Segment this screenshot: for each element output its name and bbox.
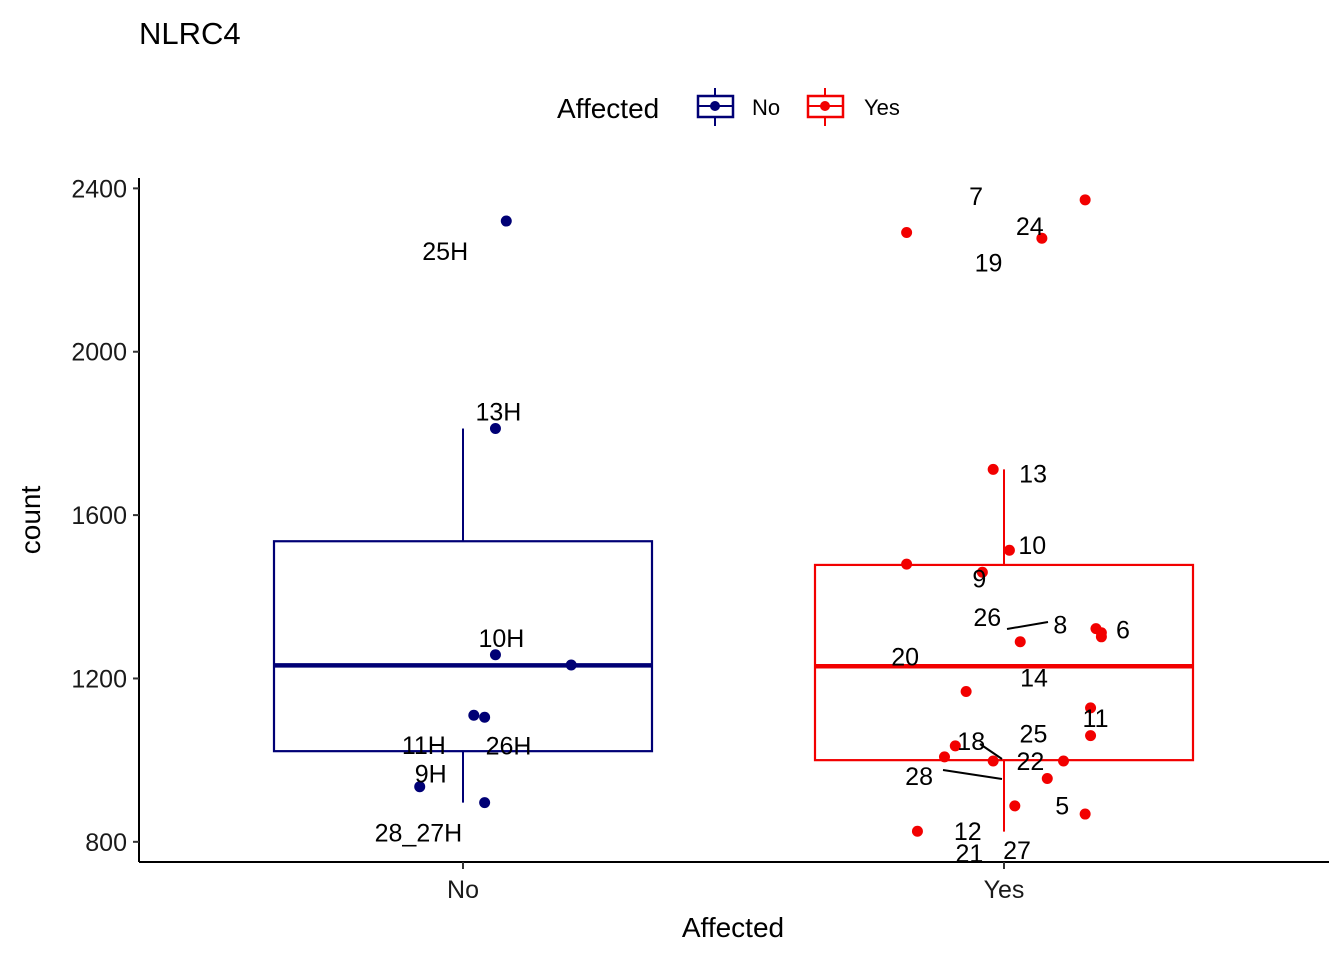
point-label: 12 (954, 818, 982, 846)
legend-title: Affected (557, 93, 659, 124)
legend-label: Yes (864, 95, 900, 120)
y-tick-label: 1600 (71, 502, 127, 530)
data-point (1009, 800, 1021, 812)
point-label: 10H (478, 625, 524, 653)
data-point (479, 797, 491, 809)
point-label: 28_27H (375, 820, 463, 848)
point-label: 26H (486, 732, 532, 760)
point-label: 13H (475, 399, 521, 427)
point-label: 11H (402, 732, 446, 760)
point-label: 25 (1020, 721, 1048, 749)
legend-key-yes (806, 88, 845, 126)
data-point (987, 755, 999, 767)
x-tick-label: No (447, 876, 479, 904)
point-label: 5 (1055, 793, 1069, 821)
point-label: 7 (969, 183, 983, 211)
point-label: 18 (957, 728, 985, 756)
point-label: 9H (415, 761, 447, 789)
data-point (901, 558, 913, 570)
point-label: 22 (1017, 748, 1045, 776)
y-tick-label: 800 (85, 829, 127, 857)
legend-key-no (696, 88, 735, 126)
data-point (1014, 636, 1026, 648)
point-label: 24 (1016, 213, 1044, 241)
leader-line (1006, 621, 1049, 630)
point-label: 26 (973, 604, 1001, 632)
data-point (949, 740, 961, 752)
data-point (1058, 755, 1070, 767)
point-label: 19 (975, 249, 1003, 277)
leader-line (942, 769, 1003, 780)
data-point (1079, 194, 1091, 206)
point-label: 28 (905, 763, 933, 791)
legend: Affected No Yes (557, 88, 900, 126)
y-tick-label: 2000 (71, 339, 127, 367)
point-label: 6 (1116, 617, 1130, 645)
data-point (911, 825, 923, 837)
axes: 800 1200 1600 2000 2400 No Yes (71, 175, 1329, 904)
data-point (489, 649, 501, 661)
point-label: 27 (1003, 837, 1031, 865)
data-point (500, 215, 512, 227)
data-point (489, 423, 501, 435)
data-point (976, 566, 988, 578)
box-yes (813, 563, 1195, 762)
y-tick-label: 1200 (71, 665, 127, 693)
chart-title: NLRC4 (139, 16, 241, 51)
box-no (272, 540, 654, 753)
data-point (987, 463, 999, 475)
point-label: 11 (1083, 705, 1109, 733)
point-label: 9 (972, 565, 986, 593)
point-label: 8 (1053, 612, 1067, 640)
data-point (1041, 773, 1053, 785)
plot-area: 25H 13H 10H 11H 26H 9H 28_27H 7 24 19 13 10 9 6 8 26 20 1… (272, 183, 1195, 868)
point-label: 20 (891, 644, 919, 672)
data-point (468, 709, 480, 721)
legend-point (820, 101, 830, 111)
data-point (938, 751, 950, 763)
x-tick-label: Yes (984, 876, 1025, 904)
data-point (960, 686, 972, 698)
leader-line (979, 743, 1003, 760)
legend-label: No (752, 95, 780, 120)
point-label: 14 (1020, 665, 1048, 693)
x-axis-title: Affected (682, 912, 784, 943)
data-point (479, 711, 491, 723)
point-label: 25H (422, 238, 468, 266)
data-point (1079, 808, 1091, 820)
data-point (1085, 702, 1097, 714)
data-point (901, 226, 913, 238)
point-label: 13 (1019, 460, 1047, 488)
y-tick-label: 2400 (71, 175, 127, 203)
point-label: 21 (955, 840, 983, 868)
legend-point (710, 101, 720, 111)
data-point (565, 659, 577, 671)
data-point (1036, 232, 1048, 244)
data-point (1003, 544, 1015, 556)
data-point (414, 781, 426, 793)
data-point (1085, 730, 1097, 742)
y-axis-title: count (15, 486, 46, 555)
point-label: 10 (1018, 532, 1046, 560)
data-point (1095, 631, 1107, 643)
